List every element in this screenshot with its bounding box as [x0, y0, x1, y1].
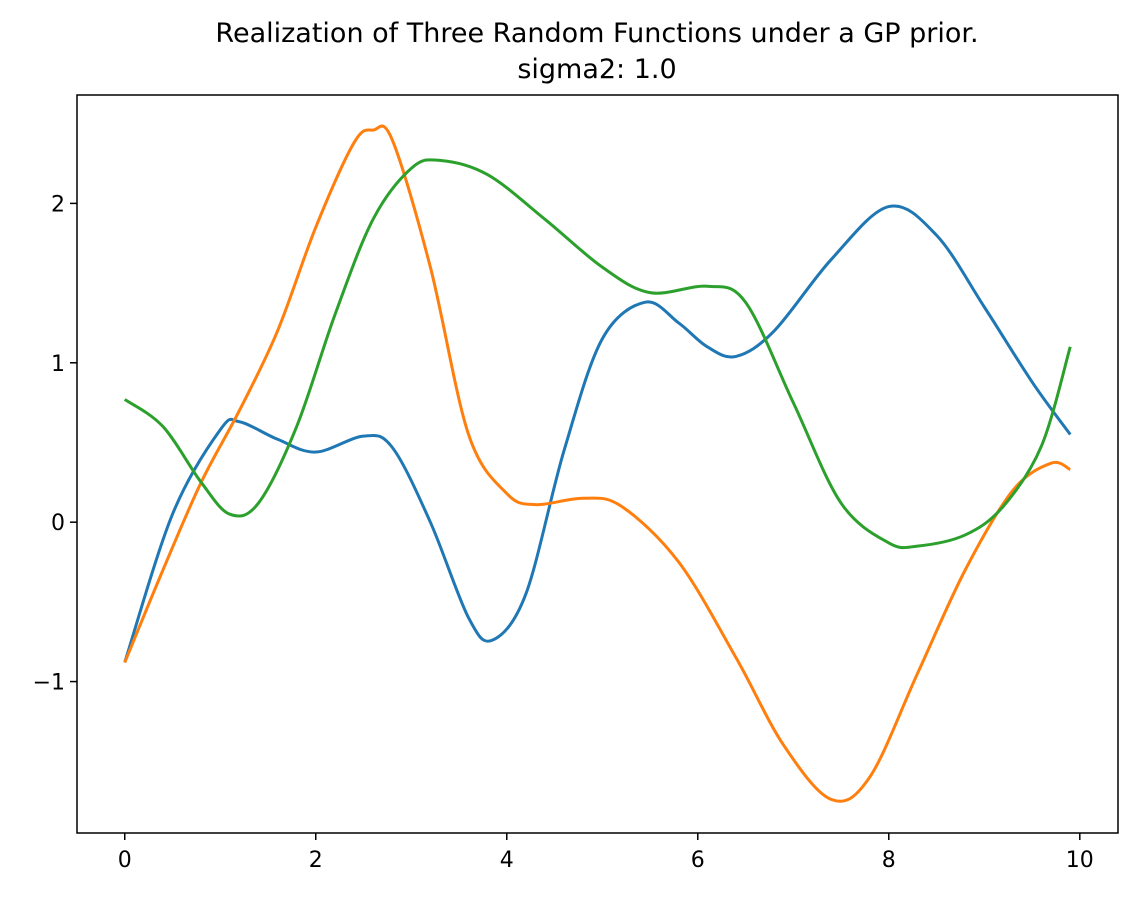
y-tick-label: 1	[51, 352, 65, 377]
x-tick-label: 8	[882, 848, 896, 873]
series-line-1	[123, 204, 1072, 663]
series-line-3	[123, 158, 1072, 550]
y-tick-label: −1	[33, 671, 65, 696]
chart-title: Realization of Three Random Functions un…	[215, 18, 978, 49]
x-tick-label: 10	[1066, 848, 1094, 873]
x-axis-ticks: 0 2 4 6 8 10	[118, 833, 1094, 873]
y-tick-label: 0	[51, 511, 65, 536]
plot-area-frame	[76, 94, 1119, 834]
y-tick-label: 2	[51, 192, 65, 217]
x-tick-label: 0	[118, 848, 132, 873]
x-tick-label: 4	[500, 848, 514, 873]
y-axis-ticks: −1 0 1 2	[33, 192, 77, 696]
series-lines	[123, 124, 1072, 803]
series-line-2	[123, 124, 1071, 803]
x-tick-label: 2	[309, 848, 323, 873]
chart-subtitle: sigma2: 1.0	[517, 54, 676, 85]
x-tick-label: 6	[691, 848, 705, 873]
